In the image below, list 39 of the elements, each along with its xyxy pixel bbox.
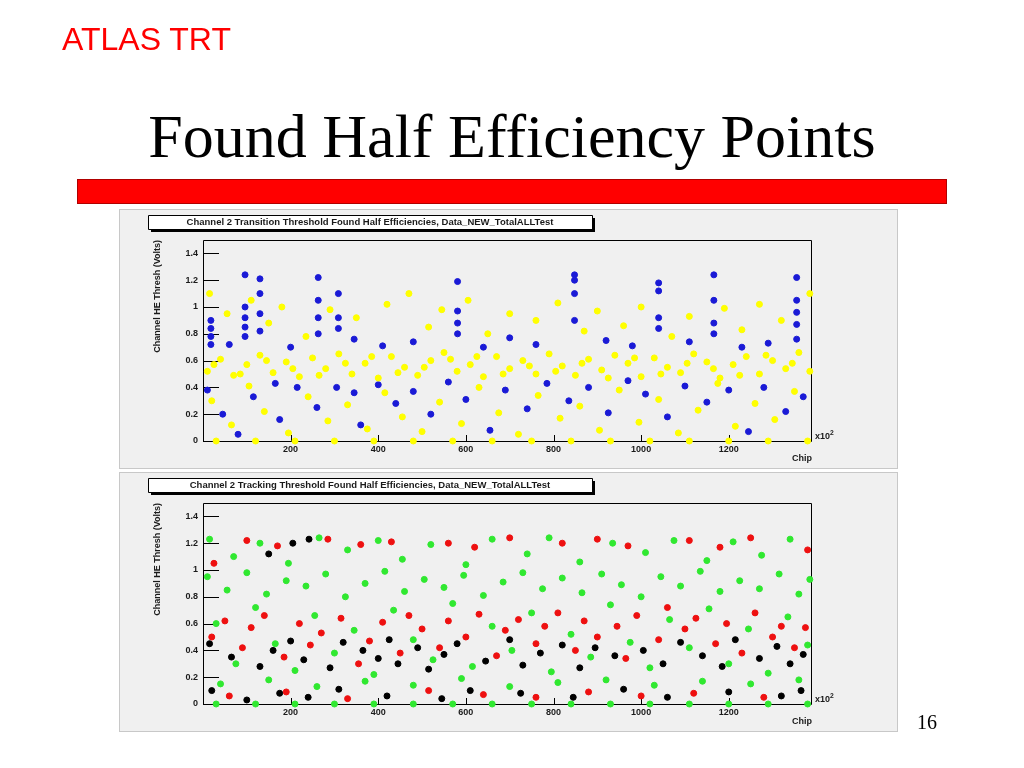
x-axis-title: Chip (792, 453, 813, 464)
x-tick-label: 200 (283, 443, 299, 454)
text: x10$^{2}$ (815, 429, 834, 441)
text: 16 (917, 711, 937, 733)
y-tick-label: 0.6 (185, 618, 198, 629)
text: ATLAS TRT (62, 21, 231, 57)
x-axis-title: Chip (792, 716, 813, 727)
x-tick-label: 1200 (718, 706, 739, 717)
x-tick-label: 600 (458, 706, 474, 717)
y-tick-label: 0.4 (185, 644, 198, 655)
y-tick-label: 0.2 (185, 408, 198, 419)
y-tick-label: 0 (192, 435, 198, 446)
y-tick-label: 1 (192, 564, 198, 575)
x-tick-label: 200 (283, 706, 299, 717)
y-tick-label: 0.8 (185, 328, 198, 339)
y-tick-label: 0.4 (185, 381, 198, 392)
x-tick-label: 800 (545, 706, 562, 717)
x-tick-label: 1000 (631, 706, 652, 717)
y-tick-label: 0.2 (185, 671, 198, 682)
y-axis-title: Channel HE Thresh (Volts) (151, 240, 162, 353)
y-tick-label: 0.8 (185, 591, 198, 602)
chart-title: Channel 2 Transition Threshold Found Half Efficiencies, Data_NEW_TotalALLTest (186, 216, 555, 228)
y-tick-label: 1.4 (185, 510, 198, 521)
x-tick-label: 400 (370, 443, 386, 454)
text: Found Half Efficiency Points (147, 102, 877, 170)
y-tick-label: 1.2 (185, 274, 198, 285)
y-tick-label: 1.4 (185, 247, 198, 258)
x-tick-label: 1200 (718, 443, 739, 454)
text: x10$^{2}$ (815, 692, 834, 704)
x-tick-label: 400 (370, 706, 386, 717)
chart-title: Channel 2 Tracking Threshold Found Half Efficiencies, Data_NEW_TotalALLTest (189, 479, 552, 491)
y-tick-label: 1 (192, 301, 198, 312)
y-tick-label: 0 (192, 698, 198, 709)
x-tick-label: 800 (545, 443, 562, 454)
y-tick-label: 0.6 (185, 355, 198, 366)
y-tick-label: 1.2 (185, 537, 198, 548)
x-tick-label: 600 (458, 443, 474, 454)
y-axis-title: Channel HE Thresh (Volts) (151, 503, 162, 616)
x-tick-label: 1000 (631, 443, 652, 454)
